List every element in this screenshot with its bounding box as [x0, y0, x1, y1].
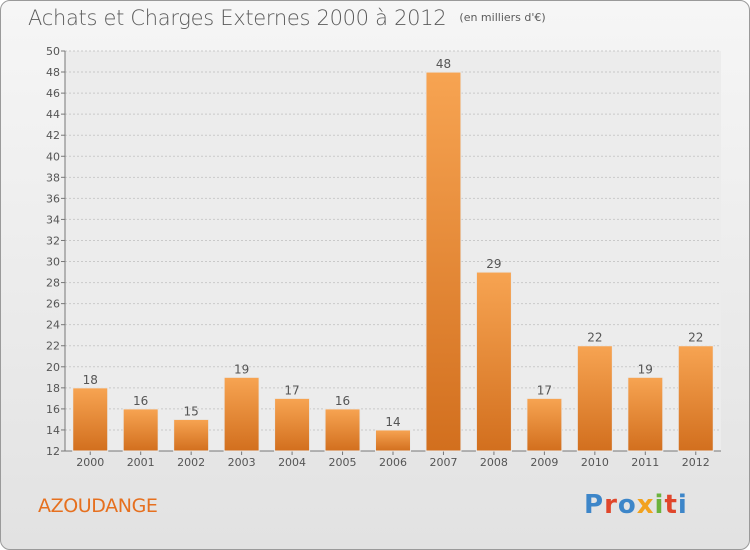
data-label: 19 [234, 362, 249, 376]
x-tick-label: 2008 [480, 456, 508, 469]
bar [627, 376, 664, 452]
bar [375, 429, 411, 452]
commune-name: AZOUDANGE [38, 495, 158, 517]
y-tick-label: 40 [46, 150, 60, 163]
x-tick-label: 2007 [429, 456, 457, 469]
data-label: 22 [587, 331, 602, 345]
bar [223, 376, 260, 452]
y-tick-label: 30 [46, 256, 60, 269]
x-tick-label: 2011 [631, 456, 659, 469]
bar [324, 408, 361, 452]
x-tick-label: 2010 [581, 456, 609, 469]
bar [72, 387, 109, 452]
bar [475, 271, 512, 452]
logo-letter: t [664, 490, 678, 520]
data-label: 48 [436, 57, 451, 71]
chart-subtitle: (en milliers d'€) [459, 11, 546, 24]
data-label: 18 [83, 373, 98, 387]
x-tick-label: 2005 [329, 456, 357, 469]
y-tick-label: 26 [46, 298, 60, 311]
y-tick-label: 20 [46, 361, 60, 374]
data-label: 16 [133, 394, 148, 408]
title-row: Achats et Charges Externes 2000 à 2012 (… [28, 6, 546, 30]
x-tick-label: 2012 [682, 456, 710, 469]
x-tick-label: 2001 [127, 456, 155, 469]
logo-letter: P [584, 490, 605, 520]
data-label: 19 [638, 362, 653, 376]
x-tick-label: 2004 [278, 456, 306, 469]
y-tick-label: 38 [46, 171, 60, 184]
data-label: 14 [385, 415, 400, 429]
data-label: 17 [537, 383, 552, 397]
bars: 18 16 15 19 17 16 14 48 29 17 22 19 22 [72, 57, 714, 452]
x-tick-label: 2002 [177, 456, 205, 469]
data-label: 16 [335, 394, 350, 408]
bar [274, 397, 311, 452]
data-label: 22 [688, 331, 703, 345]
y-tick-label: 18 [46, 382, 60, 395]
x-tick-label: 2009 [530, 456, 558, 469]
y-tick-label: 16 [46, 403, 60, 416]
data-label: 15 [184, 404, 199, 418]
y-tick-label: 14 [46, 424, 60, 437]
logo-letter: r [604, 490, 618, 520]
y-tick-label: 12 [46, 445, 60, 458]
y-tick-label: 48 [46, 66, 60, 79]
bar [173, 418, 210, 452]
bar [425, 71, 462, 452]
proxiti-logo[interactable]: Proxiti [584, 490, 688, 520]
plot-area [65, 51, 721, 451]
x-tick-label: 2003 [228, 456, 256, 469]
y-tick-label: 36 [46, 192, 60, 205]
logo-letter: x [636, 490, 655, 520]
y-axis: 12 14 16 18 20 22 24 26 28 30 32 34 36 38 40 42 44 46 48 50 [46, 45, 66, 458]
chart-title: Achats et Charges Externes 2000 à 2012 [28, 6, 447, 30]
logo-letter: o [617, 490, 637, 520]
x-axis: 2000 2001 2002 2003 2004 2005 2006 2007 2008 2009… [65, 450, 721, 469]
y-tick-label: 42 [46, 129, 60, 142]
bar [122, 408, 159, 452]
y-tick-label: 22 [46, 340, 60, 353]
y-tick-label: 44 [46, 108, 60, 121]
y-tick-label: 34 [46, 213, 60, 226]
y-tick-label: 24 [46, 319, 60, 332]
bar [677, 345, 714, 452]
data-label: 17 [284, 383, 299, 397]
bar [526, 397, 563, 452]
y-tick-label: 46 [46, 87, 60, 100]
grid-lines [65, 50, 721, 452]
data-label: 29 [486, 257, 501, 271]
bar [576, 345, 613, 452]
x-tick-label: 2006 [379, 456, 407, 469]
x-tick-label: 2000 [76, 456, 104, 469]
y-tick-label: 28 [46, 277, 60, 290]
y-tick-label: 32 [46, 234, 60, 247]
logo-letter: i [654, 490, 665, 520]
y-tick-label: 50 [46, 45, 60, 58]
logo-letter: i [677, 490, 688, 520]
